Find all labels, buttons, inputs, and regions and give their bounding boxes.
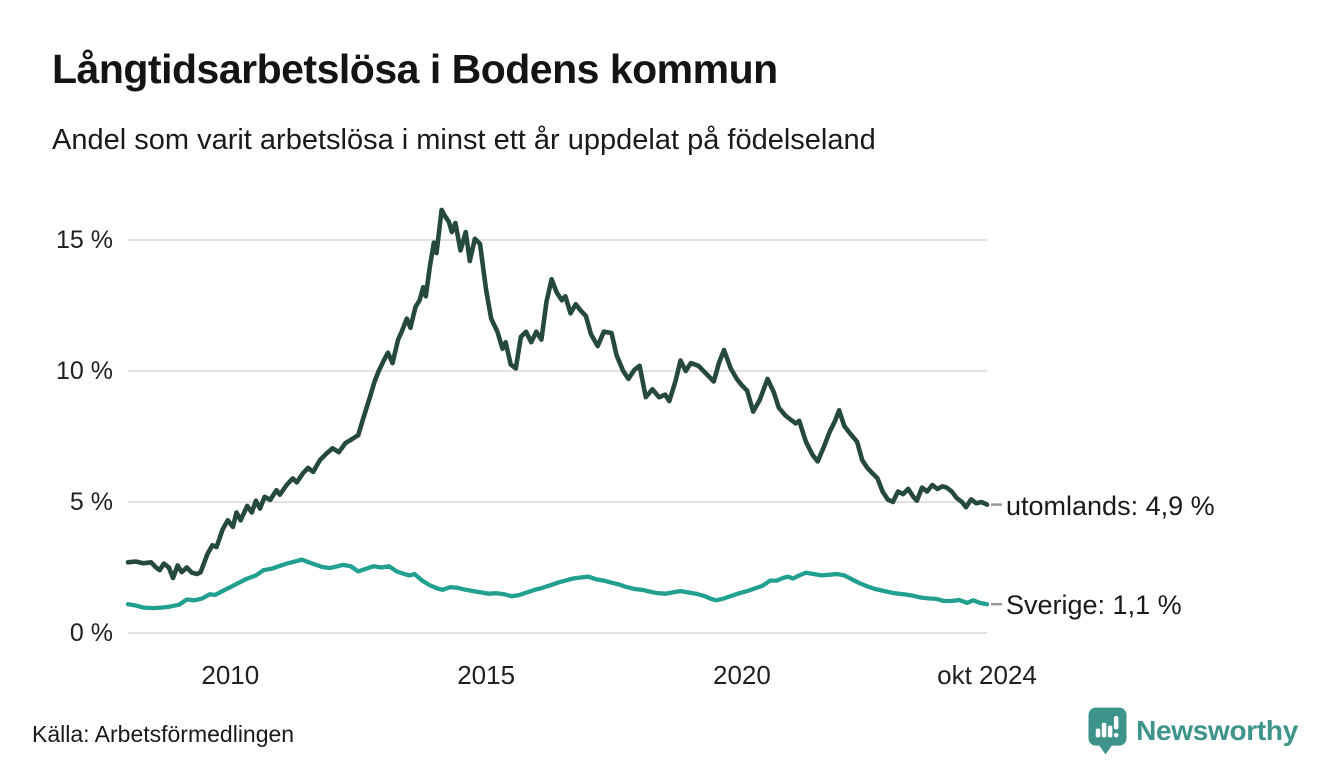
x-tick-2020: 2020 [713,660,771,690]
newsworthy-icon [1088,707,1127,755]
chart-subtitle: Andel som varit arbetslösa i minst ett å… [52,124,876,156]
newsworthy-logo: Newsworthy [1088,706,1298,756]
series-label-Sverige: Sverige: 1,1 % [1006,590,1182,621]
x-tick-2010: 2010 [201,660,260,690]
series-line-utomlands [125,207,990,581]
series-label-utomlands: utomlands: 4,9 % [1006,490,1215,521]
y-tick-10: 10 % [56,357,113,385]
y-tick-5: 5 % [69,488,113,516]
x-tick-okt-2024: okt 2024 [937,660,1037,690]
y-tick-0: 0 % [69,619,113,647]
y-tick-15: 15 % [56,226,113,254]
source-note: Källa: Arbetsförmedlingen [32,721,295,747]
series-line-Sverige [125,557,990,611]
newsworthy-wordmark: Newsworthy [1136,715,1298,746]
x-tick-2015: 2015 [457,660,516,690]
chart-title: Långtidsarbetslösa i Bodens kommun [52,46,778,92]
